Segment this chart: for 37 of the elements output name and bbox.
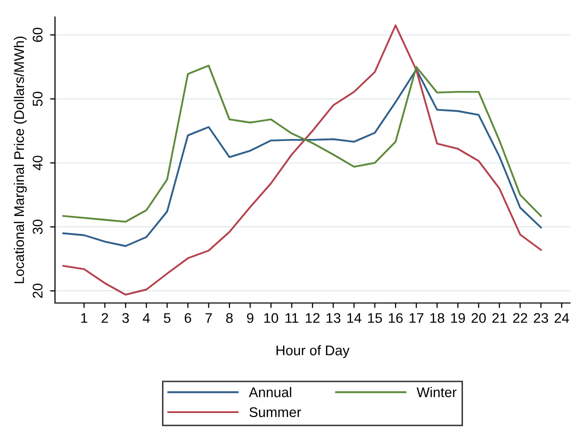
x-tick-label: 6 [184, 313, 192, 323]
x-axis-title: Hour of Day [276, 345, 350, 358]
y-tick-label: 20 [32, 284, 43, 298]
x-tick-label: 15 [368, 313, 382, 323]
x-tick-label: 23 [534, 313, 548, 323]
x-tick-label: 3 [122, 313, 129, 323]
line-series [62, 24, 542, 296]
x-tick-label: 20 [472, 313, 486, 323]
x-tick-label: 13 [326, 313, 340, 323]
x-tick-label: 12 [306, 313, 320, 323]
x-tick-label: 9 [246, 313, 254, 323]
line-series [62, 68, 542, 247]
legend-label: Summer [249, 407, 302, 418]
x-tick-label: 21 [492, 313, 506, 323]
x-tick-label: 4 [142, 313, 150, 323]
x-tick-label: 14 [347, 313, 362, 323]
legend-label: Annual [248, 387, 292, 398]
x-tick-label: 11 [286, 313, 298, 323]
x-tick-label: 16 [388, 313, 403, 323]
y-tick-label: 60 [32, 28, 43, 42]
x-tick-label: 24 [554, 313, 570, 323]
y-tick-label: 30 [32, 220, 43, 234]
x-tick-label: 18 [430, 313, 444, 323]
y-tick-label: 50 [32, 92, 43, 106]
x-tick-label: 1 [81, 313, 88, 323]
x-tick-label: 17 [410, 313, 424, 323]
x-tick-label: 19 [451, 313, 465, 323]
x-tick-label: 5 [164, 313, 170, 323]
x-tick-label: 10 [264, 313, 278, 323]
x-tick-label: 8 [226, 313, 233, 323]
y-axis-title: Locational Marginal Price (Dollars/MWh) [14, 36, 27, 284]
x-tick-label: 2 [102, 313, 108, 323]
x-tick-label: 7 [206, 313, 212, 323]
line-series [62, 64, 542, 223]
legend-label: Winter [416, 387, 456, 398]
x-tick-label: 22 [513, 313, 528, 323]
y-tick-label: 40 [32, 156, 43, 170]
